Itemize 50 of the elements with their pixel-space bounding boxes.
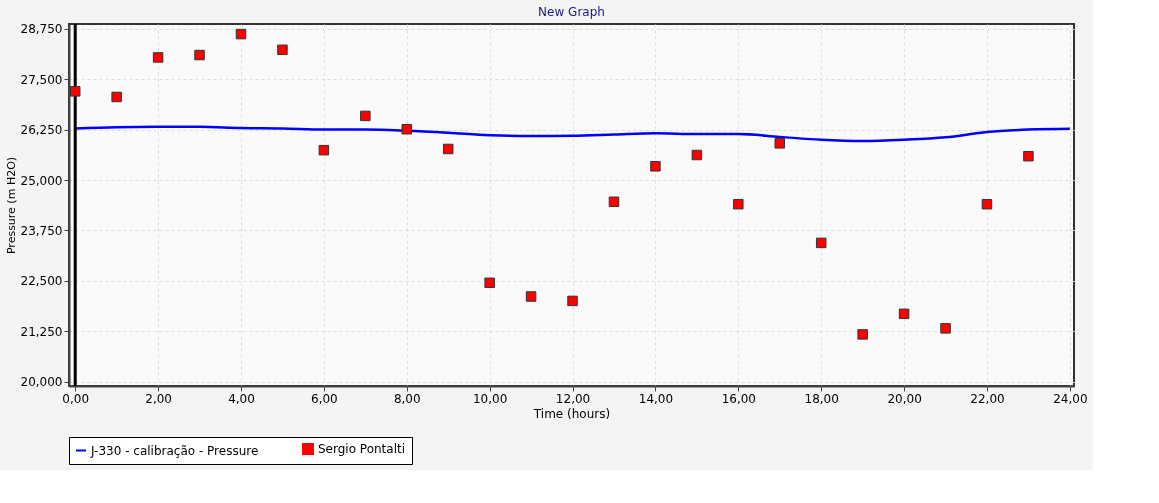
x-tick-label: 16,00 bbox=[721, 391, 756, 406]
x-tick-label: 10,00 bbox=[472, 391, 508, 406]
point bbox=[898, 308, 910, 320]
y-tick-label: 27,500 bbox=[20, 72, 63, 87]
point bbox=[650, 161, 661, 172]
x-tick-label: 18,00 bbox=[804, 391, 839, 406]
y-axis-title: Pressure (m H2O) bbox=[4, 156, 18, 255]
point bbox=[525, 291, 537, 302]
point bbox=[484, 277, 495, 289]
point bbox=[567, 295, 578, 307]
legend-label: J-330 - calibração - Pressure bbox=[90, 443, 259, 458]
y-tick-label: 28,750 bbox=[20, 22, 63, 37]
x-tick-label: 14,00 bbox=[638, 391, 674, 406]
point bbox=[442, 143, 454, 155]
y-tick-label: 21,250 bbox=[20, 324, 63, 339]
y-tick-label: 23,750 bbox=[20, 223, 63, 238]
point bbox=[857, 329, 868, 340]
y-tick-label: 26,250 bbox=[20, 123, 63, 138]
y-tick-label: 22,500 bbox=[20, 274, 63, 289]
x-tick-label: 22,00 bbox=[970, 391, 1005, 406]
point bbox=[401, 123, 413, 135]
point bbox=[111, 91, 122, 103]
legend-label: Sergio Pontalti bbox=[318, 442, 406, 456]
point bbox=[815, 237, 827, 249]
x-tick-label: 2,00 bbox=[145, 391, 172, 406]
x-tick-label: 4,00 bbox=[228, 391, 255, 406]
x-axis-title: Time (hours) bbox=[532, 406, 611, 421]
point bbox=[277, 44, 288, 56]
point bbox=[1023, 150, 1034, 162]
chart-title: New Graph bbox=[538, 4, 605, 19]
point bbox=[981, 198, 993, 210]
point bbox=[733, 198, 744, 210]
y-tick-label: 20,000 bbox=[20, 375, 63, 390]
point bbox=[318, 144, 330, 156]
x-tick-label: 6,00 bbox=[311, 391, 338, 406]
point bbox=[774, 138, 785, 149]
x-tick-label: 8,00 bbox=[393, 391, 421, 406]
x-tick-label: 12,00 bbox=[555, 391, 591, 406]
point bbox=[608, 196, 620, 208]
x-tick-label: 24,00 bbox=[1053, 391, 1088, 406]
point bbox=[69, 86, 81, 97]
point bbox=[152, 52, 164, 63]
point bbox=[194, 49, 205, 61]
point bbox=[360, 110, 371, 122]
point bbox=[235, 28, 247, 40]
point bbox=[940, 323, 951, 334]
x-tick-label: 0,00 bbox=[62, 391, 90, 406]
x-tick-label: 20,00 bbox=[887, 391, 922, 406]
y-tick-label: 25,000 bbox=[20, 173, 63, 188]
point bbox=[691, 149, 703, 161]
